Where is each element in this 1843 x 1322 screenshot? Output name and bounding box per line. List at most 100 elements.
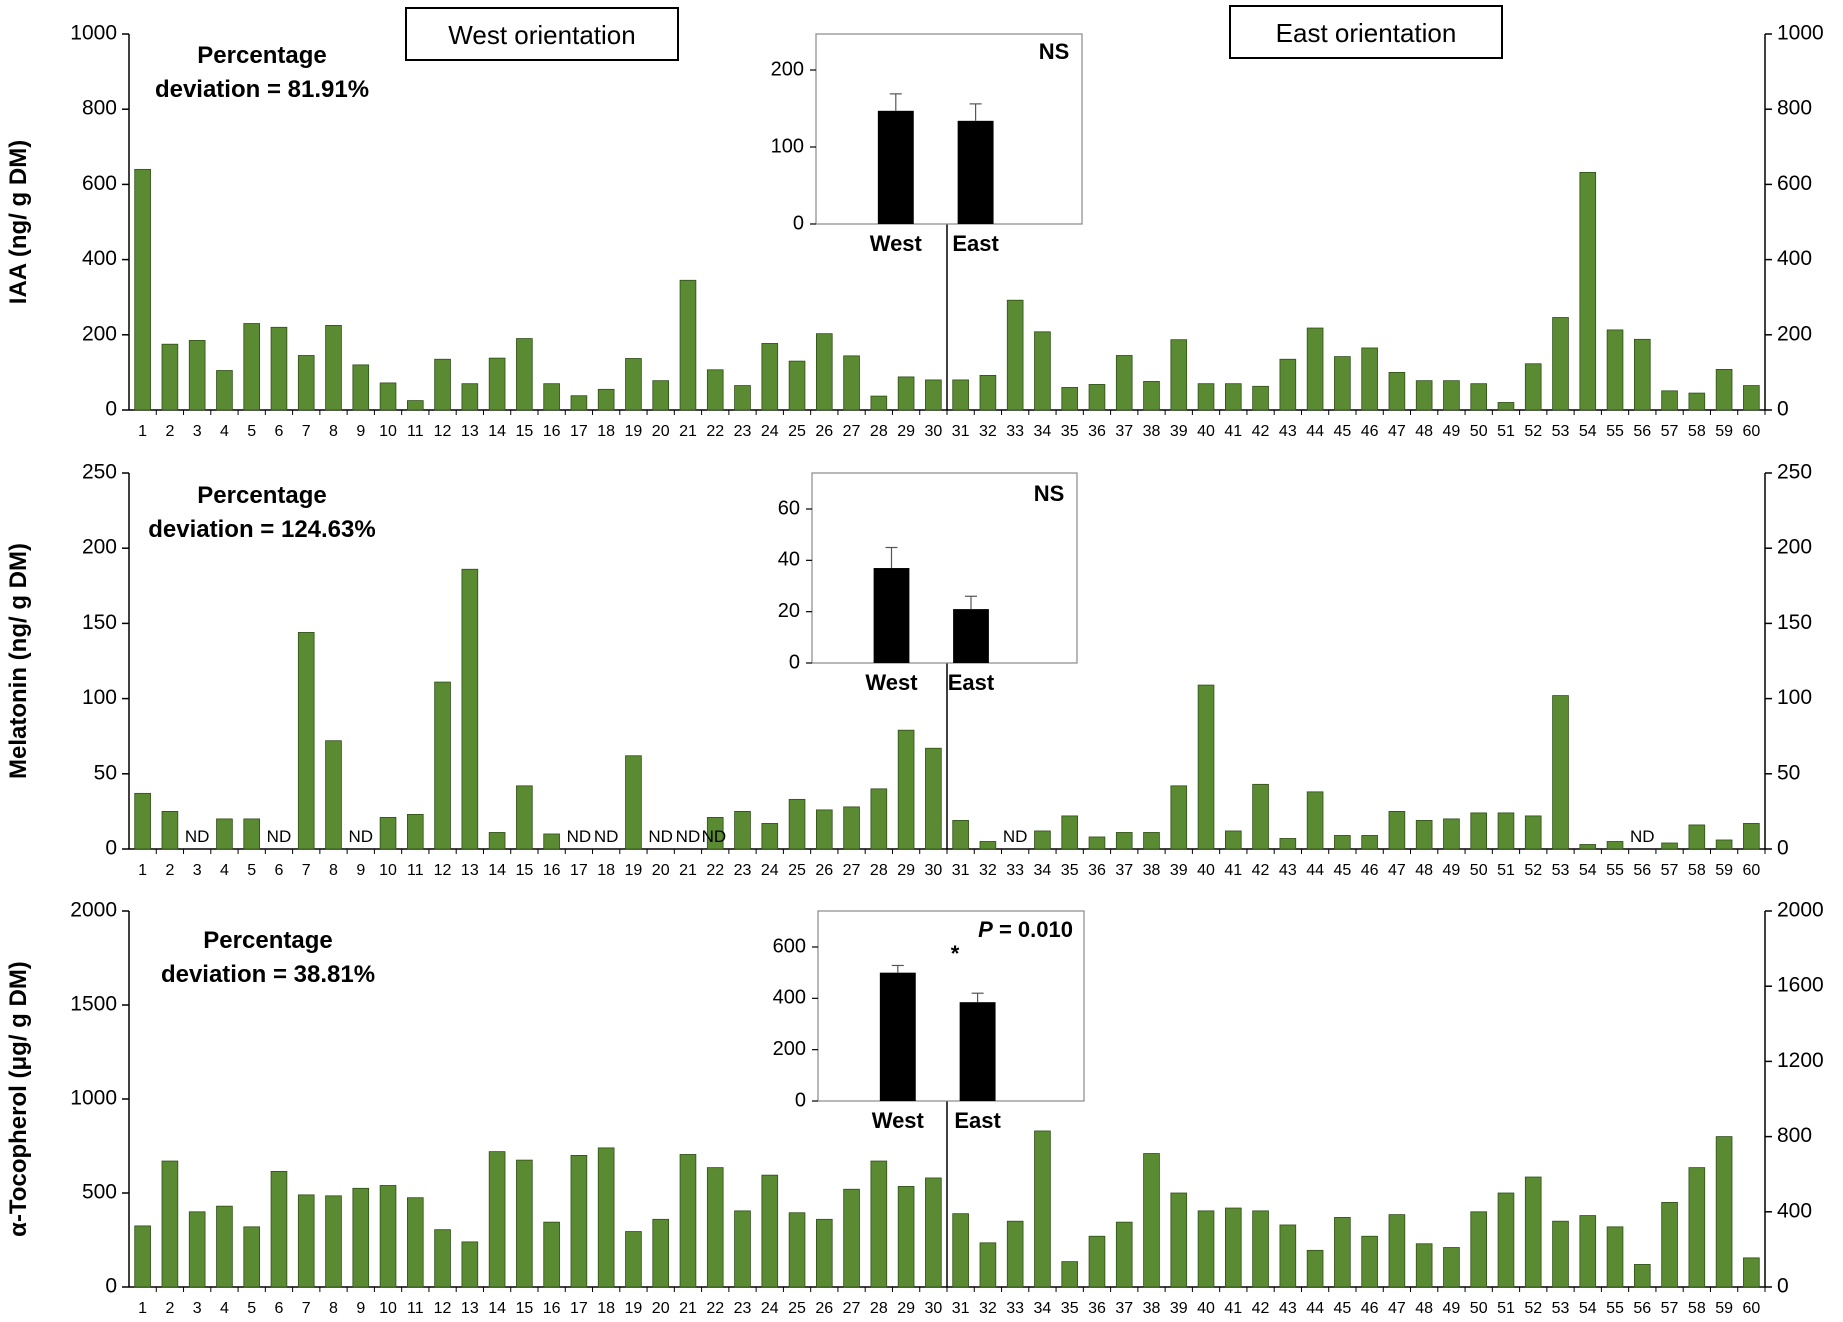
bar-17 xyxy=(570,395,588,411)
right-y-tick-label: 400 xyxy=(1777,1199,1812,1222)
bar-44 xyxy=(1306,1249,1324,1288)
right-y-tick-label: 1000 xyxy=(1777,22,1824,45)
x-tick-label: 17 xyxy=(570,862,588,879)
bar-55 xyxy=(1606,1226,1624,1288)
bar-42 xyxy=(1252,783,1269,850)
bar-36 xyxy=(1088,384,1106,411)
x-tick-label: 36 xyxy=(1088,423,1106,440)
bar-30 xyxy=(925,747,942,850)
x-tick-label: 31 xyxy=(952,1300,970,1317)
x-tick-label: 60 xyxy=(1742,862,1760,879)
x-tick-label: 12 xyxy=(434,423,452,440)
bar-29 xyxy=(897,1186,915,1288)
bar-5 xyxy=(243,818,261,850)
bar-23 xyxy=(734,1210,751,1288)
right-y-tick-label: 0 xyxy=(1777,1275,1789,1298)
nd-label: ND xyxy=(594,827,619,846)
x-tick-label: 42 xyxy=(1252,1300,1270,1317)
x-tick-label: 5 xyxy=(247,423,256,440)
inset-category-label: West xyxy=(872,1108,925,1133)
x-tick-label: 41 xyxy=(1224,862,1242,879)
bar-53 xyxy=(1552,1220,1569,1288)
x-tick-label: 29 xyxy=(897,423,915,440)
bar-10 xyxy=(379,382,397,411)
x-tick-label: 41 xyxy=(1224,423,1242,440)
x-tick-label: 57 xyxy=(1661,1300,1679,1317)
bar-8 xyxy=(325,740,342,850)
right-y-tick-label: 1200 xyxy=(1777,1049,1824,1072)
bar-13 xyxy=(461,1241,479,1288)
x-tick-label: 10 xyxy=(379,862,397,879)
bar-46 xyxy=(1361,835,1378,850)
bar-38 xyxy=(1143,381,1160,411)
x-tick-label: 57 xyxy=(1661,862,1679,879)
x-tick-label: 40 xyxy=(1197,1300,1215,1317)
right-y-tick-label: 600 xyxy=(1777,172,1812,195)
bar-35 xyxy=(1061,815,1079,850)
right-y-tick-label: 200 xyxy=(1777,322,1812,345)
bar-41 xyxy=(1224,383,1242,411)
x-tick-label: 37 xyxy=(1115,1300,1133,1317)
bar-39 xyxy=(1170,1192,1188,1288)
x-tick-label: 55 xyxy=(1606,423,1624,440)
bar-43 xyxy=(1279,358,1297,411)
bar-57 xyxy=(1661,1202,1678,1288)
x-tick-label: 51 xyxy=(1497,423,1515,440)
y-axis-label: Melatonin (ng/ g DM) xyxy=(5,543,32,779)
bar-9 xyxy=(352,364,370,411)
x-tick-label: 30 xyxy=(924,1300,942,1317)
y-tick-label: 100 xyxy=(82,686,117,709)
bar-27 xyxy=(843,355,860,411)
bar-27 xyxy=(843,1188,860,1288)
x-tick-label: 60 xyxy=(1742,423,1760,440)
bar-40 xyxy=(1197,1210,1215,1288)
bar-28 xyxy=(870,788,888,850)
bar-24 xyxy=(761,343,779,411)
x-tick-label: 24 xyxy=(761,862,779,879)
x-tick-label: 19 xyxy=(625,1300,643,1317)
inset-y-tick-label: 400 xyxy=(773,987,806,1009)
bar-56 xyxy=(1633,1264,1651,1288)
bar-29 xyxy=(897,729,915,850)
x-tick-label: 18 xyxy=(597,1300,615,1317)
nd-label: ND xyxy=(702,827,727,846)
x-tick-label: 50 xyxy=(1470,1300,1488,1317)
x-tick-label: 59 xyxy=(1715,423,1733,440)
x-tick-label: 15 xyxy=(515,862,533,879)
x-tick-label: 14 xyxy=(488,1300,506,1317)
x-tick-label: 47 xyxy=(1388,1300,1406,1317)
bar-6 xyxy=(270,1170,288,1288)
right-y-tick-label: 150 xyxy=(1777,611,1812,634)
x-tick-label: 27 xyxy=(843,423,861,440)
bar-38 xyxy=(1143,832,1160,850)
bar-20 xyxy=(652,380,670,411)
x-tick-label: 33 xyxy=(1006,862,1024,879)
bar-3 xyxy=(188,1211,206,1288)
bar-47 xyxy=(1388,1214,1406,1288)
x-tick-label: 23 xyxy=(734,862,752,879)
east-orientation-header: East orientation xyxy=(1229,5,1503,59)
x-tick-label: 38 xyxy=(1143,423,1161,440)
bar-16 xyxy=(543,833,560,850)
bar-33 xyxy=(1006,299,1024,411)
bar-15 xyxy=(516,338,533,411)
x-tick-label: 11 xyxy=(407,1300,424,1317)
bar-34 xyxy=(1034,830,1051,850)
bar-52 xyxy=(1524,363,1542,411)
x-tick-label: 27 xyxy=(843,862,861,879)
bar-26 xyxy=(815,333,833,411)
x-tick-label: 47 xyxy=(1388,423,1406,440)
bar-37 xyxy=(1115,832,1133,850)
x-tick-label: 58 xyxy=(1688,1300,1706,1317)
bar-24 xyxy=(761,823,779,850)
x-tick-label: 38 xyxy=(1143,1300,1161,1317)
x-tick-label: 16 xyxy=(543,862,561,879)
bar-60 xyxy=(1743,823,1760,850)
x-tick-label: 28 xyxy=(870,1300,888,1317)
x-tick-label: 10 xyxy=(379,1300,397,1317)
inset-bar-east xyxy=(957,120,994,224)
x-tick-label: 35 xyxy=(1061,423,1079,440)
x-tick-label: 51 xyxy=(1497,1300,1515,1317)
x-tick-label: 4 xyxy=(220,1300,229,1317)
inset-y-tick-label: 60 xyxy=(778,497,800,519)
